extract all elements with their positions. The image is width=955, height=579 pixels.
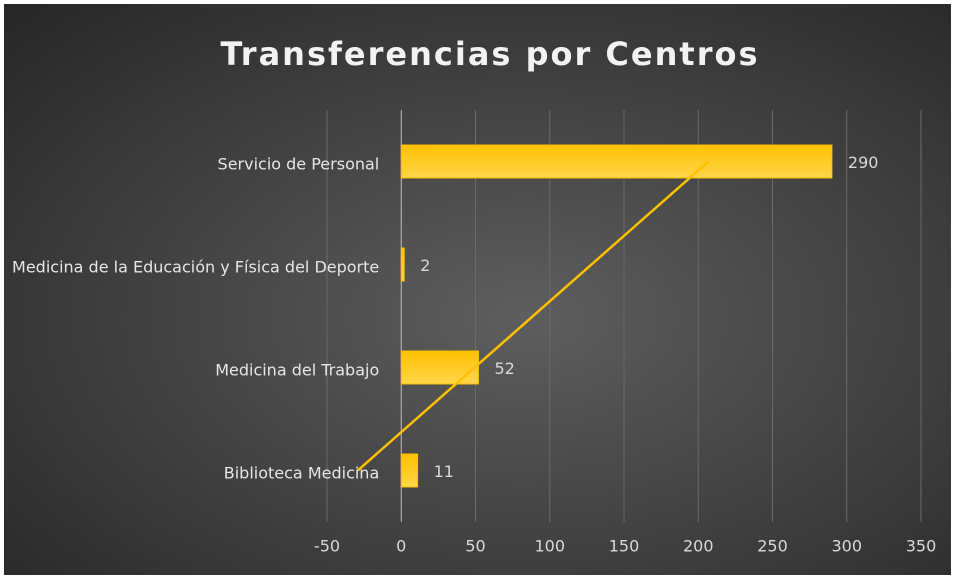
y-tick-label: Medicina de la Educación y Física del De…	[12, 257, 380, 276]
x-tick-label: -50	[314, 537, 340, 556]
bar	[400, 144, 833, 179]
x-tick-label: 350	[906, 537, 937, 556]
x-tick-label: 50	[465, 537, 485, 556]
bar	[400, 350, 479, 385]
x-tick-label: 200	[683, 537, 714, 556]
chart: Transferencias por Centros -50 0 50 100 150 2…	[4, 4, 951, 575]
bar	[400, 247, 405, 282]
bar	[400, 453, 419, 488]
y-tick-label: Medicina del Trabajo	[215, 360, 380, 379]
x-tick-label: 300	[831, 537, 862, 556]
trendline	[356, 160, 710, 472]
value-label: 52	[494, 359, 514, 378]
x-tick-label: 250	[757, 537, 788, 556]
chart-svg: Transferencias por Centros -50 0 50 100 150 2…	[220, 35, 937, 556]
x-tick-label: 0	[396, 537, 406, 556]
value-label: 2	[420, 256, 430, 275]
value-label: 290	[848, 153, 879, 172]
chart-title: Transferencias por Centros	[220, 35, 759, 73]
x-tick-label: 150	[609, 537, 640, 556]
y-tick-label: Biblioteca Medicina	[223, 463, 380, 482]
x-tick-label: 100	[534, 537, 565, 556]
value-label: 11	[434, 462, 454, 481]
y-tick-label: Servicio de Personal	[217, 154, 380, 173]
